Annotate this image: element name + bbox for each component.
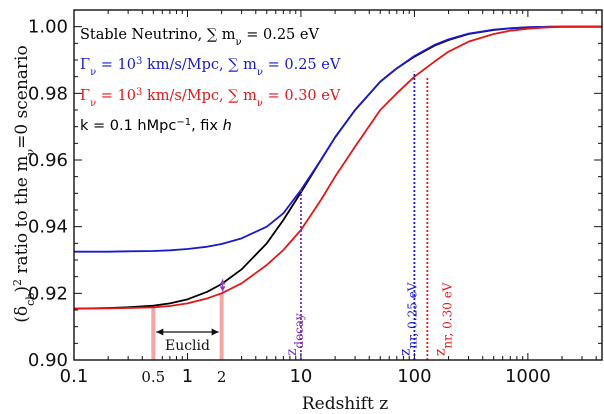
- x-tick-label: 100: [397, 366, 431, 387]
- legend-entry-decay-030: Γν = 103 km/s/Mpc, ∑ mν = 0.30 eV: [80, 87, 341, 109]
- markers-layer: [300, 71, 429, 360]
- x-tick-label: 1: [182, 366, 193, 387]
- y-axis-title: (δcb)2 ratio to the mν=0 scenario: [11, 45, 37, 322]
- series-line-1: [74, 25, 602, 253]
- y-tick-label: 0.98: [28, 83, 68, 104]
- legend: Stable Neutrino, ∑ mν = 0.25 eV Γν = 103…: [80, 27, 341, 134]
- decay-gap-arrow: [219, 279, 226, 292]
- y-tick-label: 0.92: [28, 283, 68, 304]
- gap-arrow-head-top: [219, 279, 226, 285]
- lines-layer: [73, 25, 602, 310]
- series-line-2: [73, 25, 602, 310]
- legend-entry-decay-025: Γν = 103 km/s/Mpc, ∑ mν = 0.25 eV: [80, 56, 341, 78]
- legend-entry-k: k = 0.1 hMpc−1, fix h: [80, 117, 232, 135]
- z-decay-label: zdecay: [284, 313, 306, 356]
- euclid-range-arrow: [156, 328, 219, 336]
- x-tick-label: 1000: [505, 366, 551, 387]
- x-tick-label: 0.5: [141, 368, 165, 386]
- y-tick-label: 1.00: [28, 17, 68, 38]
- legend-entry-stable: Stable Neutrino, ∑ mν = 0.25 eV: [80, 27, 319, 48]
- ticklabels-layer: 0.1 0.5 1 2 10 100 1000 0.90 0.92 0.94 0.96 0.98 1.0…: [28, 17, 551, 387]
- bands-layer: [151, 293, 224, 360]
- y-tick-label: 0.96: [28, 150, 68, 171]
- euclid-arrow-head-left: [156, 328, 164, 336]
- x-tick-label: 10: [289, 366, 312, 387]
- x-axis-title: Redshift z: [302, 394, 388, 414]
- y-tick-label: 0.94: [28, 217, 68, 238]
- annotations: Euclid zdecay znr, 0.25 eV znr, 0.30 eV: [156, 279, 454, 356]
- gap-arrow-head-bottom: [219, 286, 226, 292]
- euclid-arrow-head-right: [211, 328, 219, 336]
- euclid-label: Euclid: [165, 338, 210, 354]
- plot-frame: [73, 9, 603, 361]
- x-tick-label: 0.1: [60, 366, 89, 387]
- z-nr-030-label: znr, 0.30 eV: [432, 282, 454, 356]
- z-nr-025-label: znr, 0.25 eV: [397, 282, 419, 356]
- y-tick-label: 0.90: [28, 350, 68, 371]
- x-tick-label: 2: [217, 368, 227, 386]
